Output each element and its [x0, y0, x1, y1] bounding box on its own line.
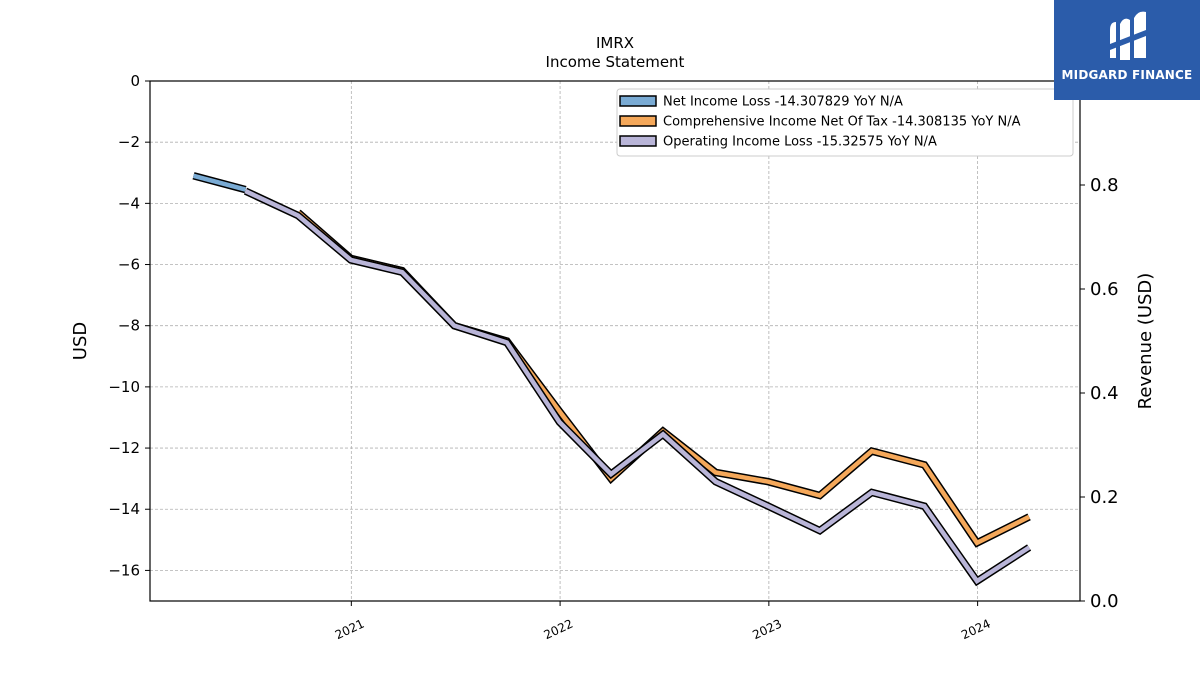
plot-frame: [149, 80, 1081, 602]
y-axis-label-left: USD: [70, 322, 91, 360]
x-tick-label: 2023: [750, 617, 784, 643]
legend-swatch-0: [619, 95, 657, 107]
legend-label-2: Operating Income Loss -15.32575 YoY N/A: [663, 135, 937, 150]
y-tick-label-left: −14: [108, 500, 140, 518]
series-outline-1: [295, 209, 1031, 548]
axes: 0 −2 −4 −6 −8 −10 −12 −14 −16 0.0 0.2 0.4 0.6 0.8 2021…: [108, 72, 1118, 642]
series-outline-2: [243, 187, 1032, 587]
y-tick-label-left: −12: [108, 439, 140, 457]
series-layer: [192, 172, 1032, 587]
series-line-2: [244, 189, 1031, 585]
legend: Net Income Loss -14.307829 YoY N/A Compre…: [616, 88, 1074, 157]
y-axis-label-right: Revenue (USD): [1135, 273, 1156, 410]
legend-label-1: Comprehensive Income Net Of Tax -14.3081…: [663, 115, 1021, 130]
series-line-1: [296, 210, 1031, 546]
midgard-finance-logo: MIDGARD FINANCE: [1054, 0, 1200, 100]
y-tick-label-left: −6: [118, 256, 140, 274]
series-line-0: [192, 173, 247, 192]
y-tick-label-left: −10: [108, 378, 140, 396]
y-tick-label-right: 0.0: [1090, 591, 1119, 612]
y-tick-label-left: −2: [118, 133, 140, 151]
x-tick-label: 2021: [333, 617, 367, 643]
legend-swatch-1: [619, 115, 657, 127]
x-tick-label: 2022: [542, 617, 576, 643]
logo-text: MIDGARD FINANCE: [1061, 68, 1193, 82]
y-tick-label-right: 0.2: [1090, 487, 1119, 508]
legend-box: [616, 88, 1074, 157]
y-tick-label-right: 0.4: [1090, 383, 1119, 404]
y-tick-label-right: 0.6: [1090, 279, 1119, 300]
y-tick-label-left: −4: [118, 194, 140, 212]
y-tick-label-right: 0.8: [1090, 175, 1119, 196]
legend-swatch-2: [619, 135, 657, 147]
grid: [150, 81, 1080, 601]
y-tick-label-left: −16: [108, 561, 140, 579]
x-tick-label: 2024: [959, 617, 993, 643]
chart-title: IMRX: [596, 34, 634, 52]
midgard-logo-icon: [1110, 11, 1146, 61]
chart-subtitle: Income Statement: [546, 53, 685, 71]
legend-label-0: Net Income Loss -14.307829 YoY N/A: [663, 95, 903, 110]
y-tick-label-left: 0: [130, 72, 140, 90]
y-tick-label-left: −8: [118, 317, 140, 335]
